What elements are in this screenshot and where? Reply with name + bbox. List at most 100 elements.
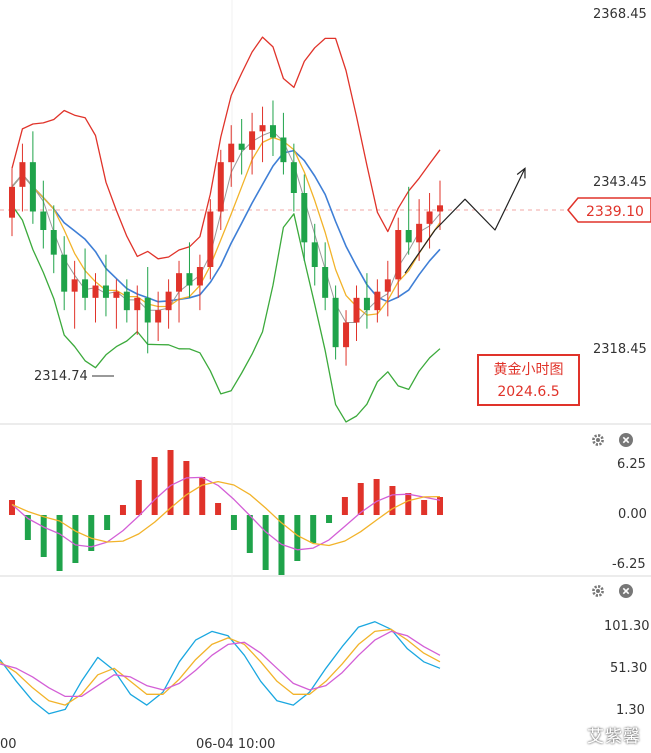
kdj-d-line [0, 628, 441, 706]
macd-tick-top: 6.25 [617, 457, 646, 472]
close-icon[interactable] [619, 433, 633, 447]
candle-body [92, 285, 99, 298]
macd-bar [437, 497, 443, 515]
candle-body [123, 291, 130, 311]
price-tick-mid: 2343.45 [593, 175, 647, 190]
candle-body [50, 230, 57, 255]
price-tick-low: 2318.45 [593, 342, 647, 357]
candle-body [186, 273, 193, 286]
candle-body [301, 193, 308, 243]
macd-bar [119, 505, 126, 515]
candle-body [384, 279, 391, 292]
macd-bar [294, 515, 301, 561]
macd-bar [151, 457, 158, 515]
kdj-k-line [0, 621, 441, 715]
macd-bar [373, 479, 380, 515]
macd-bar [183, 461, 190, 515]
candle-body [40, 211, 47, 230]
kdj-tick-top: 101.30 [604, 619, 650, 634]
macd-bar [135, 480, 142, 515]
macd-bar [72, 515, 79, 563]
boll-middle-line [11, 149, 441, 303]
price-panel [9, 36, 526, 423]
projection-path [404, 168, 526, 274]
candle-body [61, 254, 68, 292]
macd-dif-line [11, 476, 441, 551]
macd-bar [341, 497, 348, 515]
macd-bar [56, 515, 63, 571]
macd-tick-bottom: -6.25 [612, 557, 646, 572]
macd-bar [24, 515, 31, 540]
macd-bar [389, 486, 396, 515]
candle-body [437, 205, 443, 212]
price-tick-top: 2368.45 [593, 7, 647, 22]
candle-body [343, 322, 350, 348]
candle-body [416, 223, 423, 243]
macd-bar [357, 483, 364, 515]
macd-bar [310, 515, 317, 543]
ma-slow-line [11, 136, 441, 316]
gear-icon[interactable] [591, 584, 605, 598]
candle-body [280, 137, 287, 163]
candle-body [374, 291, 381, 311]
macd-bar [104, 515, 111, 530]
macd-bar [421, 500, 428, 515]
watermark: 艾紫馨 [587, 727, 641, 747]
macd-bar [88, 515, 95, 551]
close-icon[interactable] [619, 584, 633, 598]
kdj-panel [0, 621, 441, 715]
candle-body [113, 291, 120, 298]
macd-tick-zero: 0.00 [618, 507, 647, 522]
candle-body [290, 162, 297, 193]
current-price-value: 2339.10 [586, 204, 644, 220]
current-price-tag: 2339.10 [567, 197, 651, 223]
candle-body [259, 125, 266, 132]
low-price-marker: 2314.74 [34, 369, 88, 384]
time-axis-label: 06-04 10:00 [196, 737, 275, 752]
candle-body [228, 143, 235, 163]
candle-body [155, 310, 162, 323]
macd-bar [40, 515, 47, 557]
candle-body [363, 297, 370, 311]
candle-body [217, 162, 224, 212]
candle-body [311, 242, 318, 267]
kdj-j-line [0, 630, 441, 698]
candle-body [405, 230, 412, 243]
time-axis-left-label: 00 [0, 737, 17, 752]
candle-body [29, 162, 36, 212]
macd-dea-line [11, 480, 441, 547]
candle-body [144, 297, 151, 323]
macd-bar [262, 515, 269, 570]
candle-body [71, 279, 78, 292]
candle-body [332, 297, 339, 348]
candle-body [249, 131, 256, 150]
candle-body [322, 267, 329, 298]
macd-panel [9, 450, 443, 575]
candle-body [196, 267, 203, 286]
kdj-tick-bottom: 1.30 [616, 703, 645, 718]
candle-body [353, 297, 360, 323]
candle-body [207, 211, 214, 267]
candle-body [9, 186, 15, 218]
annotation-box: 黄金小时图 2024.6.5 [477, 354, 580, 406]
candle-body [395, 230, 402, 280]
macd-bar [230, 515, 237, 530]
annotation-date: 2024.6.5 [497, 384, 560, 400]
candle-body [19, 162, 26, 187]
macd-bar [9, 500, 15, 515]
projection-arrowhead [516, 167, 526, 179]
boll-lower-line [11, 204, 441, 423]
candle-body [269, 125, 276, 138]
macd-bar [326, 515, 333, 523]
candle-body [238, 143, 245, 150]
candle-body [426, 211, 433, 224]
macd-bar [215, 503, 222, 515]
macd-bar [246, 515, 253, 553]
boll-upper-line [11, 36, 441, 260]
macd-bar [167, 450, 174, 515]
candle-body [102, 285, 109, 298]
candle-body [176, 273, 183, 292]
macd-bar [199, 477, 206, 515]
gear-icon[interactable] [591, 433, 605, 447]
